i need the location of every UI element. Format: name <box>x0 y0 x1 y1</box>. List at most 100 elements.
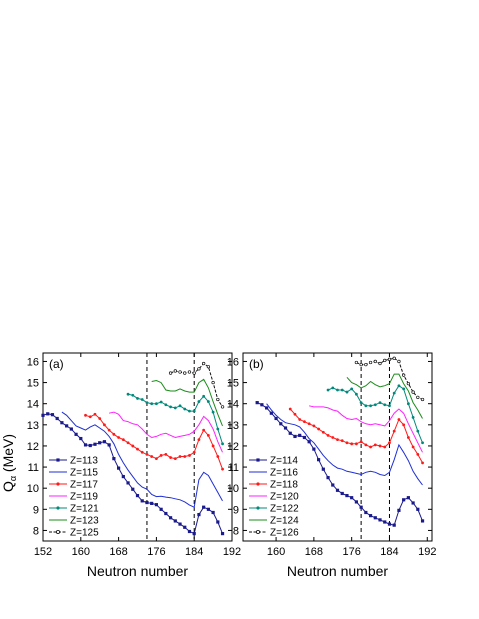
data-point <box>402 387 406 391</box>
data-point <box>192 409 196 413</box>
legend-swatch-marker <box>56 458 60 462</box>
x-tick-label: 152 <box>34 546 52 558</box>
data-point <box>192 371 196 375</box>
data-point <box>74 432 78 436</box>
y-tick-label: 15 <box>227 378 239 390</box>
data-point <box>65 424 69 428</box>
data-point <box>321 430 325 434</box>
data-point <box>112 457 116 461</box>
legend-label: Z=121 <box>70 504 99 515</box>
y-tick-label: 16 <box>27 356 39 368</box>
data-point <box>406 496 410 500</box>
data-point <box>279 422 283 426</box>
data-point <box>255 401 259 405</box>
data-point <box>293 412 297 416</box>
data-point <box>60 421 64 425</box>
data-point <box>164 452 168 456</box>
plot-frame <box>42 352 233 542</box>
data-point <box>117 436 120 439</box>
data-point <box>206 400 210 403</box>
legend-label: Z=113 <box>70 456 98 467</box>
data-point <box>135 493 140 498</box>
y-tick-label: 12 <box>227 441 239 453</box>
data-point <box>55 416 59 421</box>
data-point <box>155 457 158 461</box>
y-tick-label: 12 <box>27 441 39 453</box>
y-tick-label: 11 <box>228 462 239 474</box>
data-point <box>211 380 215 385</box>
data-point <box>364 362 368 367</box>
data-point <box>107 428 111 432</box>
data-point <box>126 481 130 485</box>
series-line <box>327 384 423 443</box>
data-point <box>350 496 354 500</box>
x-tick-label: 192 <box>223 546 241 558</box>
x-tick-label: 176 <box>342 546 360 558</box>
data-point <box>383 445 387 449</box>
data-point <box>145 500 149 505</box>
x-axis-label: Neutron number <box>287 563 389 579</box>
plot-frame <box>242 352 433 542</box>
legend-label: Z=119 <box>70 492 98 503</box>
data-point <box>373 516 377 520</box>
legend-label: Z=116 <box>270 468 298 479</box>
data-point <box>206 507 210 511</box>
data-point <box>178 404 182 408</box>
y-tick-label: 10 <box>27 483 39 495</box>
data-point <box>397 418 401 421</box>
data-point <box>345 493 349 498</box>
data-point <box>178 370 182 374</box>
data-point <box>373 443 377 447</box>
data-point <box>183 371 187 375</box>
data-point <box>312 447 316 451</box>
legend-swatch-marker <box>56 530 61 535</box>
data-point <box>340 388 344 392</box>
data-point <box>298 418 302 421</box>
data-point <box>364 510 368 515</box>
data-point <box>197 367 201 371</box>
data-point <box>378 518 382 522</box>
data-point <box>303 420 306 424</box>
data-point <box>369 445 372 449</box>
data-point <box>354 360 359 365</box>
data-point <box>416 507 420 511</box>
data-point <box>288 407 292 411</box>
legend-label: Z=114 <box>270 456 298 467</box>
y-tick-label: 8 <box>233 525 239 537</box>
data-point <box>136 397 139 400</box>
data-point <box>416 452 420 456</box>
data-point <box>188 409 191 413</box>
data-point <box>202 505 206 509</box>
data-point <box>265 406 269 410</box>
data-point <box>355 442 358 446</box>
data-point <box>173 369 177 373</box>
data-point <box>164 403 168 407</box>
data-point <box>150 402 154 406</box>
data-point <box>378 444 382 448</box>
data-point <box>345 390 349 394</box>
data-point <box>187 370 192 374</box>
data-point <box>406 402 410 406</box>
data-point <box>103 423 106 427</box>
data-point <box>150 455 154 458</box>
legend-label: Z=125 <box>70 528 99 539</box>
y-axis-label-subscript: α <box>8 476 18 481</box>
data-point <box>326 433 330 437</box>
y-tick-label: 10 <box>227 483 239 495</box>
data-point <box>355 392 358 396</box>
data-point <box>354 500 358 504</box>
data-point <box>173 457 177 461</box>
x-tick-label: 168 <box>109 546 127 558</box>
data-point <box>145 401 149 405</box>
panel-label: (b) <box>249 357 264 371</box>
data-point <box>383 403 387 407</box>
data-point <box>397 384 401 388</box>
legend-swatch-marker <box>256 458 260 462</box>
data-point <box>216 520 220 524</box>
data-point <box>420 519 425 523</box>
data-point <box>202 428 206 432</box>
data-point <box>145 452 149 456</box>
data-point <box>392 356 396 360</box>
data-point <box>416 429 420 433</box>
legend-label: Z=115 <box>70 468 98 479</box>
